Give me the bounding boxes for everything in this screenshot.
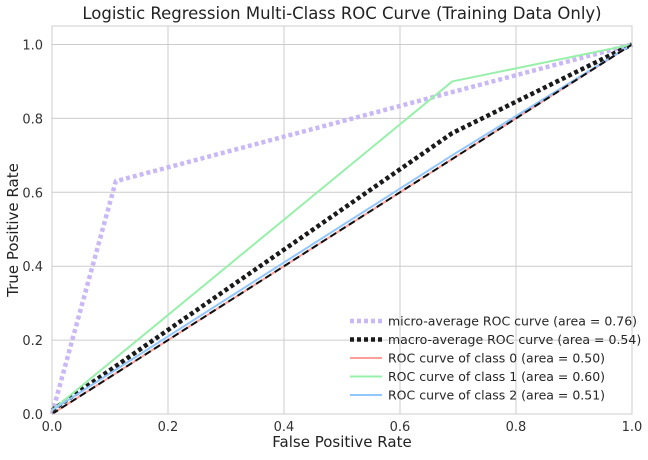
legend: micro-average ROC curve (area = 0.76) mac… [350,314,641,403]
legend-entry-label: macro-average ROC curve (area = 0.54) [388,332,641,347]
legend-entry-label: ROC curve of class 2 (area = 0.51) [388,388,605,403]
x-tick-label: 1.0 [622,420,643,435]
x-tick-label: 0.4 [274,420,295,435]
x-tick-label: 0.6 [390,420,411,435]
chart-title: Logistic Regression Multi-Class ROC Curv… [82,4,601,23]
y-tick-label: 0.0 [22,408,43,423]
y-tick-label: 0.6 [22,186,43,201]
x-tick-label: 0.2 [158,420,179,435]
chance-reference-line [51,43,633,415]
y-tick-label: 0.8 [22,112,43,127]
x-tick-label: 0.8 [506,420,527,435]
plot-frame [51,25,633,415]
roc-series-line [51,43,633,412]
legend-entry-label: ROC curve of class 0 (area = 0.50) [388,351,605,366]
y-tick-label: 0.2 [22,334,43,349]
x-tick-label: 0.0 [42,420,63,435]
legend-entry-label: micro-average ROC curve (area = 0.76) [388,314,637,329]
legend-entry-label: ROC curve of class 1 (area = 0.60) [388,369,605,384]
roc-series-line [51,43,633,412]
y-tick-label: 1.0 [22,38,43,53]
roc-series-line [49,42,633,415]
tick-labels: 0.0 0.2 0.4 0.6 0.8 1.0 0.0 0.2 0.4 0.6 0.8 1.0 [22,38,642,435]
y-tick-label: 0.4 [22,260,43,275]
y-axis-title: True Positive Rate [4,163,22,298]
roc-series-line [50,42,633,413]
curves [49,42,633,415]
x-axis-title: False Positive Rate [272,433,411,451]
